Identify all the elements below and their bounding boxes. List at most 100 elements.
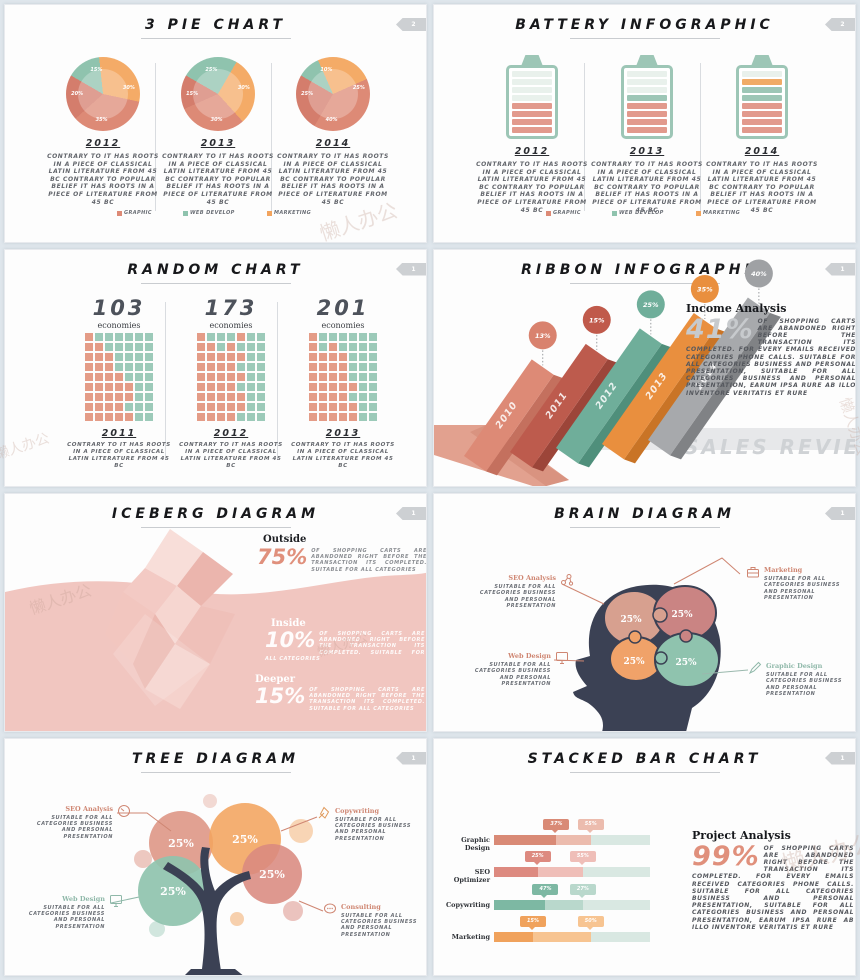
waffle-cell (135, 372, 143, 381)
level-block: 75% OF SHOPPING CARTS ARE ABANDONED RIGH… (257, 547, 426, 573)
waffle-cell (237, 382, 245, 391)
pie-column: 10% 25% 40% 25% 2014 CONTRARY TO IT HAS ROOTS… (273, 55, 393, 206)
callout-body: SUITABLE FOR ALL CATEGORIES BUSINESS AND… (28, 904, 105, 930)
slide-title: RANDOM CHART (127, 261, 304, 278)
waffle-cell (217, 402, 225, 411)
waffle-cell (135, 352, 143, 361)
value-flag-pointer (532, 861, 541, 865)
waffle-cell (105, 402, 113, 411)
waffle-cell (369, 382, 377, 391)
callout-body: SUITABLE FOR ALL CATEGORIES BUSINESS AND… (764, 576, 841, 602)
waffle-column: 103 economies 2011 CONTRARY TO IT HAS ROOTS… (67, 296, 171, 470)
waffle-cell (227, 382, 235, 391)
title-underline (569, 282, 720, 284)
slide-random-chart[interactable]: RANDOM CHART 1 103 economies 2011 CONTRARY … (4, 248, 427, 487)
waffle-cell (319, 412, 327, 421)
waffle-cell (257, 332, 265, 341)
bar-row-label: Marketing (451, 932, 490, 941)
waffle-cell (95, 382, 103, 391)
year-label: 2013 (629, 146, 665, 157)
waffle-cell (309, 392, 317, 401)
waffle-cell (105, 342, 113, 351)
economies-unit: economies (321, 320, 365, 330)
waffle-cell (197, 362, 205, 371)
pie-slice-label: 30% (210, 116, 223, 123)
slide-title: ICEBERG DIAGRAM (111, 506, 320, 522)
level-block: 15% OF SHOPPING CARTS ARE ABANDONED RIGH… (255, 686, 425, 712)
battery-cap (751, 55, 773, 65)
waffle-cell (329, 392, 337, 401)
waffle-column: 201 economies 2013 CONTRARY TO IT HAS ROOTS… (291, 296, 395, 470)
callout-title: Web Design (508, 652, 551, 660)
slide-pie-chart[interactable]: 3 PIE CHART 2 15% 30% 35% 20% 2012 CONTRARY T… (4, 4, 427, 243)
waffle-cell (95, 392, 103, 401)
level-label: Outside (263, 534, 307, 545)
waffle-cell (237, 332, 245, 341)
slide-battery-infographic[interactable]: BATTERY INFOGRAPHIC 2 2012 CONTRARY TO IT… (433, 4, 856, 243)
value-flag: 55% (569, 850, 596, 865)
economies-count: 173 (204, 295, 258, 320)
column-divider (584, 63, 585, 211)
pie-slice-label: 25% (352, 85, 365, 92)
iceberg-graphic (5, 529, 426, 731)
slide-tree-diagram[interactable]: TREE DIAGRAM 1 25% 25% 25% 25% (4, 737, 427, 976)
year-label: 2014 (744, 146, 780, 157)
pie-slice-label: 15% (186, 91, 199, 98)
waffle-cell (95, 412, 103, 421)
callout-title: Graphic Design (766, 662, 823, 670)
waffle-cell (227, 392, 235, 401)
legend-item: WEB DEVELOP (183, 210, 235, 216)
waffle-cell (115, 412, 123, 421)
chat-icon (323, 901, 337, 920)
slide-iceberg-diagram[interactable]: ICEBERG DIAGRAM 1 Outside 75% OF SHOPPIN… (4, 493, 427, 732)
analysis-heading: Project Analysis (692, 828, 791, 842)
waffle-cell (339, 392, 347, 401)
slide-brain-diagram[interactable]: BRAIN DIAGRAM 1 25% 25% 25% 25% (433, 493, 856, 732)
waffle-cell (257, 352, 265, 361)
waffle-cell (237, 342, 245, 351)
level-label: Inside (271, 618, 306, 629)
legend-item: MARKETING (696, 210, 740, 216)
monitor-icon (555, 650, 569, 669)
slide-stacked-bar-chart[interactable]: STACKED BAR CHART 1 Graphic Design 37% 55%… (433, 737, 856, 976)
slide-ribbon-infographic[interactable]: RIBBON INFOGRAPHIC 1 SALES REVIEW 13%201… (433, 248, 856, 487)
waffle-cell (369, 392, 377, 401)
value-flag: 55% (577, 818, 604, 833)
bar-segment-dark (494, 899, 546, 910)
battery-column: 2012 CONTRARY TO IT HAS ROOTS IN A PIECE … (472, 55, 592, 214)
waffle-cell (145, 402, 153, 411)
waffle-cell (329, 402, 337, 411)
waffle-cell (349, 342, 357, 351)
value-flag: 50% (577, 915, 604, 930)
waffle-cell (349, 332, 357, 341)
callout-web-design: Web Design SUITABLE FOR ALL CATEGORIES B… (17, 894, 122, 931)
waffle-cell (85, 342, 93, 351)
pie-slice-label: 35% (95, 116, 108, 123)
waffle-cell (369, 372, 377, 381)
callout-seo-analysis: SEO Analysis SUITABLE FOR ALL CATEGORIES… (464, 574, 574, 610)
year-label: 2013 (200, 138, 236, 149)
bar-segment-dark (494, 866, 538, 877)
waffle-cell (237, 352, 245, 361)
bar-track (494, 899, 650, 910)
legend-label: WEB DEVELOP (190, 210, 235, 216)
waffle-cell (115, 342, 123, 351)
battery-stripe-salmon (512, 127, 552, 133)
year-label: 2012 (85, 138, 121, 149)
big-percent: 99% (692, 840, 760, 872)
waffle-cell (329, 372, 337, 381)
battery-stripe-orange (742, 79, 782, 85)
head-brain-graphic: 25% 25% 25% 25% (553, 557, 749, 731)
waffle-cell (247, 352, 255, 361)
value-flag: 47% (532, 883, 559, 898)
analysis-paragraph: OF SHOPPING CARTS ARE ABANDONED RIGHT BE… (686, 317, 856, 397)
waffle-cell (105, 412, 113, 421)
waffle-cell (247, 372, 255, 381)
value-flag: 37% (543, 818, 570, 833)
column-divider (271, 63, 272, 211)
waffle-cell (349, 362, 357, 371)
callout-title: Marketing (764, 566, 803, 574)
column-paragraph: CONTRARY TO IT HAS ROOTS IN A PIECE OF C… (162, 153, 274, 206)
svg-text:25%: 25% (643, 300, 659, 308)
waffle-cell (105, 362, 113, 371)
